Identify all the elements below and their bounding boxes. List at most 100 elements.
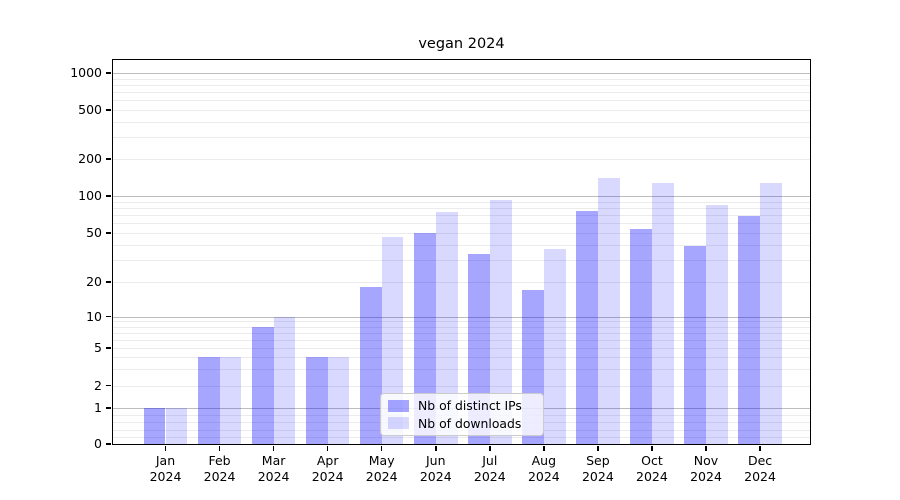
y-tick-mark [106, 315, 111, 318]
bar-downloads-mar-2024 [273, 316, 296, 444]
legend-entry-downloads: Nb of downloads [388, 416, 536, 431]
bar-downloads-dec-2024 [760, 183, 782, 444]
bar-downloads-oct-2024 [651, 182, 674, 444]
gridline [113, 78, 810, 80]
y-tick-label: 200 [78, 151, 102, 166]
gridline [113, 321, 810, 323]
legend-label-downloads: Nb of downloads [418, 415, 522, 431]
gridline [113, 282, 810, 283]
gridline [113, 260, 810, 262]
x-tick-mark [759, 445, 761, 451]
bar-downloads-jan-2024 [165, 408, 188, 444]
plot-area [112, 59, 811, 445]
gridline [113, 159, 810, 160]
x-tick-mark [597, 445, 599, 451]
y-tick-mark [106, 72, 111, 74]
bar-downloads-feb-2024 [219, 357, 242, 444]
x-tick-label: Feb 2024 [203, 453, 236, 484]
x-tick-label: Jun 2024 [419, 453, 452, 484]
gridline [113, 201, 810, 203]
x-tick-label: Aug 2024 [527, 453, 560, 484]
bar-ips-jan-2024 [143, 408, 166, 444]
gridline [113, 73, 810, 74]
bar-downloads-apr-2024 [327, 357, 350, 444]
gridline [113, 196, 810, 197]
y-tick-label: 2 [94, 377, 102, 393]
gridline [113, 326, 810, 328]
y-tick-mark [106, 347, 111, 349]
x-tick-label: Jan 2024 [149, 453, 182, 484]
y-tick-label: 500 [78, 102, 102, 117]
bar-ips-jun-2024 [413, 233, 436, 444]
gridline [113, 348, 810, 349]
gridline [113, 316, 810, 318]
bar-ips-sep-2024 [576, 211, 598, 444]
legend: Nb of distinct IPs Nb of downloads [380, 393, 544, 436]
legend-label-distinct-ips: Nb of distinct IPs [418, 398, 522, 414]
gridline [113, 84, 810, 86]
y-tick-mark [106, 407, 111, 409]
y-tick-mark [106, 443, 111, 445]
x-tick-mark [705, 445, 707, 451]
y-tick-label: 10 [86, 308, 102, 324]
gridline [113, 385, 810, 387]
x-tick-label: Nov 2024 [690, 453, 722, 484]
x-tick-mark [218, 445, 221, 451]
gridline [113, 368, 810, 370]
y-tick-mark [106, 109, 111, 111]
y-tick-mark [106, 158, 111, 160]
x-tick-mark [489, 445, 491, 451]
gridline [113, 92, 810, 94]
gridline [113, 332, 810, 334]
y-tick-label: 50 [86, 225, 102, 240]
gridline [113, 121, 810, 123]
bar-ips-may-2024 [359, 287, 382, 444]
x-tick-label: Oct 2024 [636, 453, 668, 484]
bar-ips-nov-2024 [684, 246, 706, 444]
bar-downloads-nov-2024 [706, 204, 728, 444]
gridline [113, 207, 810, 209]
bar-downloads-aug-2024 [543, 249, 566, 444]
bar-ips-dec-2024 [738, 215, 761, 444]
bar-downloads-sep-2024 [597, 178, 620, 444]
x-tick-label: Jul 2024 [473, 453, 506, 484]
bar-downloads-may-2024 [381, 237, 404, 444]
legend-entry-distinct-ips: Nb of distinct IPs [388, 398, 536, 413]
gridline [113, 137, 810, 139]
x-tick-label: May 2024 [365, 453, 398, 484]
legend-swatch-downloads [388, 417, 409, 430]
y-tick-label: 100 [78, 188, 102, 203]
gridline [113, 100, 810, 102]
x-tick-mark [651, 445, 653, 451]
x-tick-mark [164, 445, 167, 451]
x-tick-label: Sep 2024 [581, 453, 614, 484]
bar-downloads-jun-2024 [435, 212, 458, 444]
bar-ips-mar-2024 [251, 326, 274, 444]
y-tick-label: 5 [94, 340, 102, 355]
y-tick-mark [106, 232, 111, 234]
y-tick-mark [106, 195, 111, 197]
gridline [113, 223, 810, 225]
y-tick-label: 20 [86, 274, 102, 289]
x-tick-mark [435, 445, 437, 451]
x-tick-label: Mar 2024 [257, 453, 290, 484]
gridline [113, 339, 810, 341]
chart-title: vegan 2024 [418, 36, 505, 52]
gridline [113, 215, 810, 217]
legend-swatch-distinct-ips [388, 399, 409, 412]
gridline [113, 436, 810, 438]
y-tick-label: 1000 [70, 65, 102, 80]
x-tick-label: Apr 2024 [311, 453, 344, 484]
bar-downloads-jul-2024 [489, 199, 512, 444]
gridline [113, 357, 810, 359]
gridline [113, 110, 810, 111]
gridline [113, 233, 810, 234]
x-tick-label: Dec 2024 [744, 453, 776, 484]
x-tick-mark [380, 445, 383, 451]
y-tick-label: 1 [94, 400, 102, 415]
y-tick-mark [106, 281, 111, 283]
x-tick-mark [326, 445, 329, 451]
bar-ips-apr-2024 [305, 357, 328, 444]
x-tick-mark [272, 445, 275, 451]
